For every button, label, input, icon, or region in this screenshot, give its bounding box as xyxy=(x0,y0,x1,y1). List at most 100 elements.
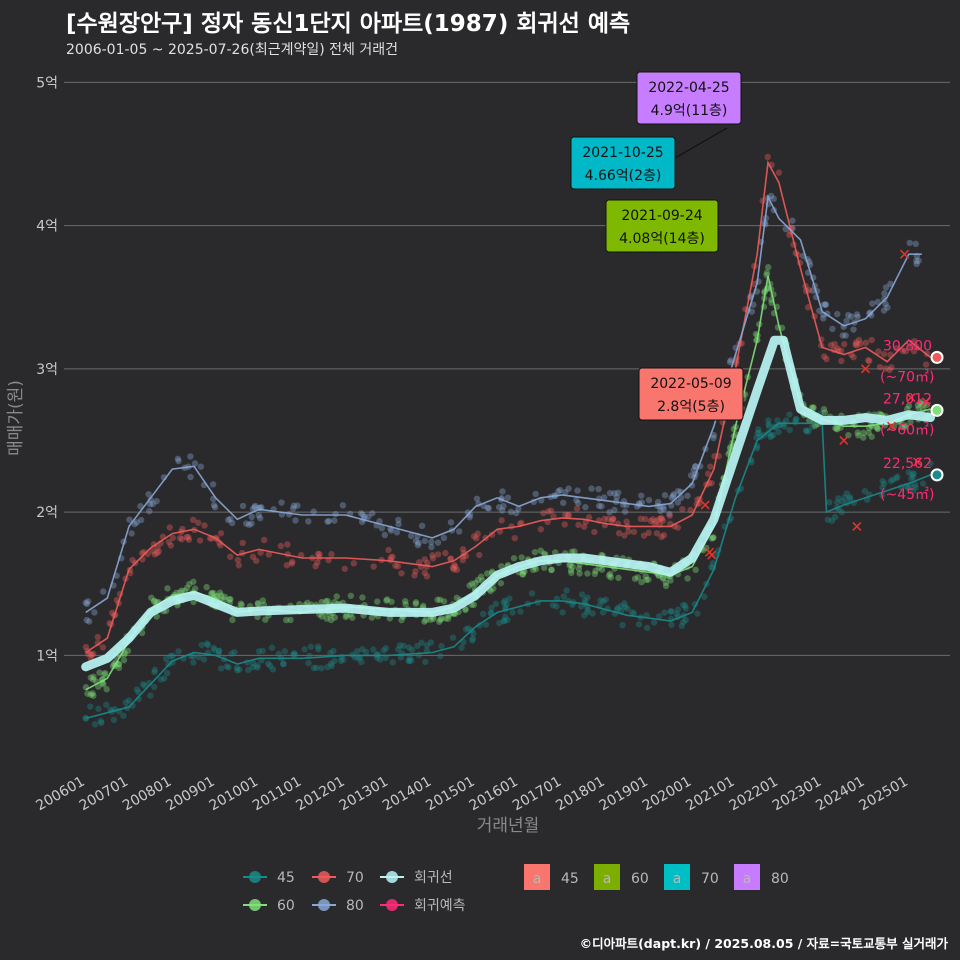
price-point-60 xyxy=(254,599,262,607)
price-point-80 xyxy=(83,600,91,608)
price-point-45 xyxy=(912,484,919,491)
price-point-45 xyxy=(255,648,263,655)
price-point-80 xyxy=(388,527,395,534)
price-point-80 xyxy=(657,507,664,515)
price-point-45 xyxy=(614,604,621,612)
price-point-60 xyxy=(318,598,325,606)
price-point-70 xyxy=(288,560,296,567)
price-point-60 xyxy=(462,606,469,614)
annotation-box xyxy=(636,71,742,125)
price-point-70 xyxy=(227,553,234,560)
legend-label: 회귀선 xyxy=(414,870,453,886)
price-point-60 xyxy=(519,571,527,578)
price-point-80 xyxy=(820,301,828,308)
price-point-60 xyxy=(343,612,351,619)
annotation-price: 4.08억(14층) xyxy=(619,231,705,247)
price-point-60 xyxy=(402,597,409,605)
price-point-60 xyxy=(84,690,91,697)
forecast-unit: (~60㎡) xyxy=(880,422,934,438)
price-point-60 xyxy=(322,598,330,605)
price-point-45 xyxy=(881,480,888,487)
price-point-80 xyxy=(638,499,646,506)
legend-box-label: 70 xyxy=(701,871,719,887)
price-point-80 xyxy=(688,482,696,489)
price-point-45 xyxy=(754,430,761,437)
price-point-60 xyxy=(221,593,229,601)
annotation-date: 2021-09-24 xyxy=(621,208,702,224)
price-point-80 xyxy=(484,504,492,512)
x-tick-label: 202501 xyxy=(857,774,911,815)
price-point-45 xyxy=(95,705,102,713)
price-point-80 xyxy=(556,486,564,494)
chart-subtitle: 2006-01-05 ~ 2025-07-26(최근계약일) 전체 거래건 xyxy=(66,42,398,58)
y-tick-label: 3억 xyxy=(36,362,58,378)
price-point-45 xyxy=(337,657,345,665)
price-point-70 xyxy=(498,517,505,524)
price-point-60 xyxy=(331,614,338,621)
price-point-80 xyxy=(290,505,297,512)
price-point-45 xyxy=(324,663,331,671)
price-point-45 xyxy=(831,513,839,521)
price-point-45 xyxy=(355,655,362,662)
price-point-70 xyxy=(840,341,848,348)
price-point-70 xyxy=(882,365,889,372)
price-point-45 xyxy=(792,416,800,423)
price-point-60 xyxy=(434,596,441,603)
price-point-45 xyxy=(802,427,810,434)
price-point-80 xyxy=(668,494,675,501)
price-point-45 xyxy=(469,637,476,644)
price-point-45 xyxy=(234,667,241,674)
price-point-70 xyxy=(82,643,90,651)
price-point-45 xyxy=(824,516,832,523)
price-point-80 xyxy=(645,496,653,504)
forecast-unit: (~70㎡) xyxy=(880,369,934,385)
price-point-70 xyxy=(316,551,323,558)
price-point-70 xyxy=(653,530,661,537)
annotation-date: 2022-04-25 xyxy=(648,80,729,96)
price-point-45 xyxy=(339,656,347,664)
price-point-60 xyxy=(412,599,420,606)
x-axis-ticks: 2006012007012008012009012010012011012012… xyxy=(33,774,910,815)
price-point-45 xyxy=(674,606,682,613)
price-point-60 xyxy=(331,598,338,606)
price-point-80 xyxy=(562,489,569,496)
price-point-70 xyxy=(341,565,348,572)
price-point-60 xyxy=(548,566,555,574)
price-point-45 xyxy=(370,646,377,653)
price-point-60 xyxy=(575,565,583,572)
price-point-70 xyxy=(167,542,175,549)
price-point-45 xyxy=(190,659,197,666)
price-point-80 xyxy=(248,513,255,521)
price-point-80 xyxy=(407,532,415,540)
forecast-value: 30,800 xyxy=(883,338,932,354)
price-point-80 xyxy=(866,309,874,316)
price-point-80 xyxy=(137,502,144,510)
price-point-70 xyxy=(216,539,223,546)
price-point-45 xyxy=(488,604,495,612)
price-point-80 xyxy=(146,500,154,508)
legend-box-label: 80 xyxy=(771,871,789,887)
price-point-60 xyxy=(667,577,674,584)
price-point-45 xyxy=(599,609,607,616)
price-point-80 xyxy=(131,520,138,528)
price-point-60 xyxy=(254,600,262,608)
price-point-60 xyxy=(318,613,326,620)
price-point-45 xyxy=(249,664,257,671)
price-point-80 xyxy=(613,494,620,501)
price-point-60 xyxy=(902,422,909,429)
price-point-60 xyxy=(571,548,578,555)
grid-lines xyxy=(64,81,950,656)
price-point-45 xyxy=(775,428,782,436)
price-point-45 xyxy=(630,610,638,617)
price-point-80 xyxy=(499,507,506,514)
price-point-80 xyxy=(690,467,697,474)
price-point-45 xyxy=(621,603,629,611)
x-tick-label: 201001 xyxy=(207,774,261,815)
price-point-60 xyxy=(833,425,840,432)
price-point-60 xyxy=(576,570,583,577)
price-point-60 xyxy=(229,616,236,624)
price-point-70 xyxy=(277,542,285,550)
price-point-45 xyxy=(167,652,174,660)
price-point-70 xyxy=(99,644,107,651)
price-point-45 xyxy=(584,594,591,601)
